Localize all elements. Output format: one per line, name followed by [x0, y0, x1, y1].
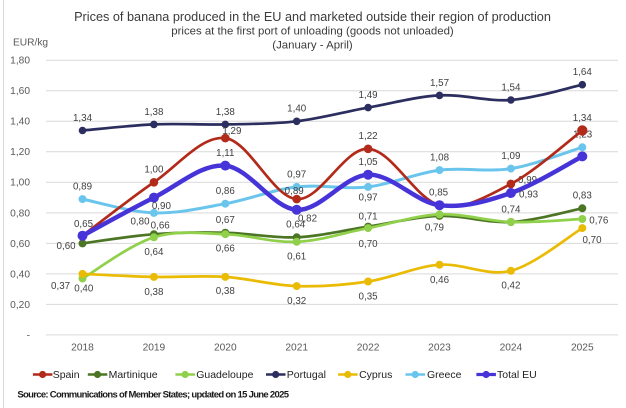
svg-text:0,61: 0,61: [287, 252, 306, 263]
svg-text:1,54: 1,54: [501, 82, 521, 93]
svg-text:1,00: 1,00: [10, 178, 30, 189]
svg-text:0,74: 0,74: [501, 204, 521, 215]
svg-text:0,20: 0,20: [10, 300, 30, 311]
svg-text:0,80: 0,80: [130, 217, 150, 228]
svg-text:-: -: [27, 330, 30, 341]
svg-text:1,20: 1,20: [10, 147, 30, 158]
svg-text:Greece: Greece: [427, 369, 462, 381]
svg-text:Portugal: Portugal: [287, 369, 326, 381]
svg-text:2025: 2025: [571, 343, 594, 354]
svg-text:0,83: 0,83: [573, 191, 593, 202]
svg-text:Guadeloupe: Guadeloupe: [196, 369, 253, 381]
svg-text:0,42: 0,42: [501, 281, 520, 292]
svg-text:Total EU: Total EU: [497, 369, 537, 381]
svg-text:2018: 2018: [71, 343, 94, 354]
svg-text:2022: 2022: [357, 343, 380, 354]
svg-text:1,05: 1,05: [359, 157, 379, 168]
svg-text:2020: 2020: [214, 343, 237, 354]
svg-text:0,64: 0,64: [286, 220, 306, 231]
svg-text:prices at the first port of un: prices at the first port of unloading (g…: [171, 26, 454, 38]
svg-text:0,37: 0,37: [51, 281, 70, 292]
svg-text:Prices of banana produced in t: Prices of banana produced in the EU and …: [74, 10, 551, 24]
svg-text:1,11: 1,11: [216, 148, 234, 159]
svg-text:1,22: 1,22: [359, 131, 378, 142]
svg-text:Martinique: Martinique: [109, 369, 158, 381]
svg-text:0,32: 0,32: [287, 296, 306, 307]
svg-text:1,34: 1,34: [573, 113, 593, 124]
svg-text:2019: 2019: [143, 343, 166, 354]
svg-text:0,40: 0,40: [10, 269, 30, 280]
svg-text:0,93: 0,93: [519, 190, 539, 201]
svg-text:0,89: 0,89: [73, 182, 92, 193]
svg-text:0,82: 0,82: [298, 213, 317, 224]
svg-text:EUR/kg: EUR/kg: [13, 38, 48, 49]
svg-text:0,66: 0,66: [151, 220, 171, 231]
svg-text:0,79: 0,79: [425, 222, 444, 233]
svg-text:0,85: 0,85: [429, 188, 449, 199]
svg-text:1,49: 1,49: [359, 90, 378, 101]
svg-text:1,08: 1,08: [430, 153, 450, 164]
svg-text:0,70: 0,70: [582, 235, 602, 246]
svg-text:0,66: 0,66: [216, 243, 236, 254]
svg-text:0,60: 0,60: [10, 239, 30, 250]
svg-text:1,57: 1,57: [430, 78, 449, 89]
svg-text:Spain: Spain: [53, 369, 80, 381]
svg-text:0,76: 0,76: [589, 215, 609, 226]
svg-text:1,09: 1,09: [501, 151, 520, 162]
svg-text:1,38: 1,38: [144, 107, 164, 118]
svg-text:0,38: 0,38: [216, 286, 236, 297]
svg-text:0,90: 0,90: [152, 201, 172, 212]
svg-text:0,46: 0,46: [430, 275, 450, 286]
svg-text:0,89: 0,89: [285, 186, 304, 197]
svg-text:0,70: 0,70: [359, 239, 379, 250]
svg-text:1,40: 1,40: [10, 117, 30, 128]
svg-text:0,86: 0,86: [216, 186, 236, 197]
svg-text:(January - April): (January - April): [272, 40, 353, 52]
svg-text:1,64: 1,64: [573, 67, 593, 78]
svg-text:1,00: 1,00: [144, 165, 164, 176]
svg-text:0,80: 0,80: [10, 208, 30, 219]
svg-text:1,80: 1,80: [10, 56, 30, 67]
svg-text:0,40: 0,40: [74, 284, 94, 295]
svg-text:1,40: 1,40: [287, 104, 307, 115]
svg-text:0,35: 0,35: [359, 292, 379, 303]
svg-text:0,67: 0,67: [216, 215, 235, 226]
svg-text:1,60: 1,60: [10, 86, 30, 97]
svg-text:0,64: 0,64: [144, 247, 164, 258]
svg-text:1,29: 1,29: [222, 126, 241, 137]
svg-text:0,97: 0,97: [287, 169, 306, 180]
svg-text:0,38: 0,38: [144, 287, 164, 298]
svg-text:2021: 2021: [285, 343, 308, 354]
svg-text:0,97: 0,97: [359, 192, 378, 203]
svg-text:0,99: 0,99: [518, 175, 537, 186]
svg-text:0,60: 0,60: [57, 241, 77, 252]
svg-text:0,71: 0,71: [359, 212, 378, 223]
svg-text:2024: 2024: [500, 343, 523, 354]
svg-text:2023: 2023: [428, 343, 451, 354]
svg-text:1,34: 1,34: [73, 113, 93, 124]
svg-text:1,38: 1,38: [216, 107, 236, 118]
svg-text:0,65: 0,65: [74, 219, 94, 230]
svg-text:Cyprus: Cyprus: [359, 369, 392, 381]
svg-text:Source: Communications of Memb: Source: Communications of Member States;…: [17, 389, 289, 400]
